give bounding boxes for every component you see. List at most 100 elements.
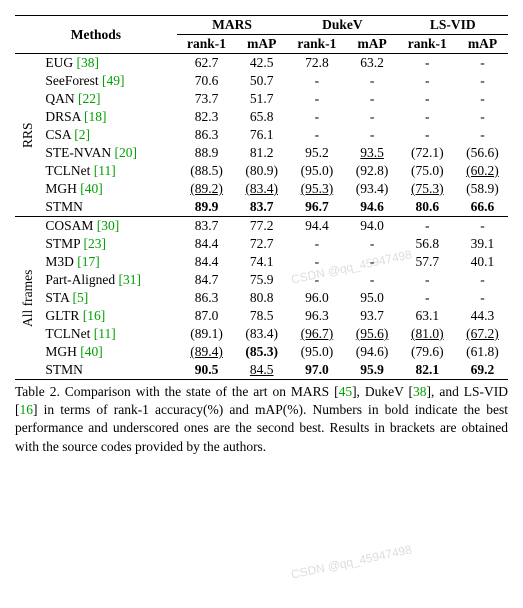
table-caption: Table 2. Comparison with the state of th… bbox=[15, 383, 508, 456]
value-cell: - bbox=[398, 108, 457, 126]
value-cell: 39.1 bbox=[457, 235, 508, 253]
citation: 16 bbox=[20, 402, 34, 417]
value-cell: - bbox=[347, 253, 398, 271]
col-header: rank-1 bbox=[398, 35, 457, 54]
value-cell: 42.5 bbox=[236, 54, 287, 73]
value-cell: (95.0) bbox=[287, 343, 346, 361]
value-cell: (67.2) bbox=[457, 325, 508, 343]
value-cell: 63.1 bbox=[398, 307, 457, 325]
value-cell: 62.7 bbox=[177, 54, 236, 73]
value-cell: 96.3 bbox=[287, 307, 346, 325]
value-cell: - bbox=[457, 72, 508, 90]
citation: [17] bbox=[77, 254, 100, 269]
citation: [18] bbox=[84, 109, 107, 124]
value-cell: (88.5) bbox=[177, 162, 236, 180]
value-cell: - bbox=[457, 90, 508, 108]
value-cell: - bbox=[347, 72, 398, 90]
col-header: rank-1 bbox=[287, 35, 346, 54]
value-cell: 73.7 bbox=[177, 90, 236, 108]
value-cell: - bbox=[457, 126, 508, 144]
value-cell: 93.5 bbox=[347, 144, 398, 162]
value-cell: (58.9) bbox=[457, 180, 508, 198]
value-cell: 72.7 bbox=[236, 235, 287, 253]
value-cell: 96.7 bbox=[287, 198, 346, 217]
value-cell: 80.6 bbox=[398, 198, 457, 217]
value-cell: 51.7 bbox=[236, 90, 287, 108]
value-cell: 96.0 bbox=[287, 289, 346, 307]
method-cell: CSA [2] bbox=[41, 126, 176, 144]
value-cell: - bbox=[398, 90, 457, 108]
table-row: Part-Aligned [31]84.775.9---- bbox=[15, 271, 508, 289]
value-cell: (92.8) bbox=[347, 162, 398, 180]
col-header: mAP bbox=[457, 35, 508, 54]
value-cell: - bbox=[457, 54, 508, 73]
value-cell: 87.0 bbox=[177, 307, 236, 325]
col-header: rank-1 bbox=[177, 35, 236, 54]
citation: [16] bbox=[83, 308, 106, 323]
method-cell: MGH [40] bbox=[41, 343, 176, 361]
value-cell: (93.4) bbox=[347, 180, 398, 198]
caption-label: Table 2. bbox=[15, 384, 60, 399]
method-cell: GLTR [16] bbox=[41, 307, 176, 325]
value-cell: 82.1 bbox=[398, 361, 457, 380]
value-cell: 84.7 bbox=[177, 271, 236, 289]
value-cell: (95.6) bbox=[347, 325, 398, 343]
value-cell: - bbox=[457, 271, 508, 289]
value-cell: (61.8) bbox=[457, 343, 508, 361]
value-cell: - bbox=[347, 108, 398, 126]
value-cell: - bbox=[398, 126, 457, 144]
method-cell: STE-NVAN [20] bbox=[41, 144, 176, 162]
value-cell: (83.4) bbox=[236, 325, 287, 343]
value-cell: - bbox=[287, 72, 346, 90]
method-cell: TCLNet [11] bbox=[41, 162, 176, 180]
results-table: Methods MARS DukeV LS-VID rank-1 mAP ran… bbox=[15, 15, 508, 380]
value-cell: - bbox=[287, 271, 346, 289]
value-cell: 81.2 bbox=[236, 144, 287, 162]
citation: [30] bbox=[97, 218, 120, 233]
value-cell: 95.9 bbox=[347, 361, 398, 380]
value-cell: (85.3) bbox=[236, 343, 287, 361]
table-row: TCLNet [11](89.1)(83.4)(96.7)(95.6)(81.0… bbox=[15, 325, 508, 343]
value-cell: (95.0) bbox=[287, 162, 346, 180]
table-row: STA [5]86.380.896.095.0-- bbox=[15, 289, 508, 307]
value-cell: (72.1) bbox=[398, 144, 457, 162]
table-row: MGH [40](89.4)(85.3)(95.0)(94.6)(79.6)(6… bbox=[15, 343, 508, 361]
method-cell: DRSA [18] bbox=[41, 108, 176, 126]
value-cell: 50.7 bbox=[236, 72, 287, 90]
value-cell: 63.2 bbox=[347, 54, 398, 73]
value-cell: - bbox=[287, 90, 346, 108]
value-cell: 93.7 bbox=[347, 307, 398, 325]
value-cell: 86.3 bbox=[177, 126, 236, 144]
value-cell: - bbox=[287, 108, 346, 126]
value-cell: 94.6 bbox=[347, 198, 398, 217]
table-row: STMN89.983.796.794.680.666.6 bbox=[15, 198, 508, 217]
table-row: All framesCOSAM [30]83.777.294.494.0-- bbox=[15, 217, 508, 236]
table-row: SeeForest [49]70.650.7---- bbox=[15, 72, 508, 90]
table-row: MGH [40](89.2)(83.4)(95.3)(93.4)(75.3)(5… bbox=[15, 180, 508, 198]
value-cell: 80.8 bbox=[236, 289, 287, 307]
value-cell: 83.7 bbox=[236, 198, 287, 217]
method-cell: QAN [22] bbox=[41, 90, 176, 108]
value-cell: (60.2) bbox=[457, 162, 508, 180]
value-cell: - bbox=[347, 235, 398, 253]
method-cell: STMN bbox=[41, 361, 176, 380]
table-row: TCLNet [11](88.5)(80.9)(95.0)(92.8)(75.0… bbox=[15, 162, 508, 180]
method-cell: EUG [38] bbox=[41, 54, 176, 73]
value-cell: (83.4) bbox=[236, 180, 287, 198]
value-cell: (80.9) bbox=[236, 162, 287, 180]
value-cell: 89.9 bbox=[177, 198, 236, 217]
value-cell: 66.6 bbox=[457, 198, 508, 217]
citation: [11] bbox=[94, 163, 116, 178]
value-cell: 84.4 bbox=[177, 235, 236, 253]
value-cell: 97.0 bbox=[287, 361, 346, 380]
value-cell: - bbox=[287, 253, 346, 271]
value-cell: (89.2) bbox=[177, 180, 236, 198]
value-cell: - bbox=[398, 54, 457, 73]
table-row: M3D [17]84.474.1--57.740.1 bbox=[15, 253, 508, 271]
value-cell: 76.1 bbox=[236, 126, 287, 144]
value-cell: 44.3 bbox=[457, 307, 508, 325]
table-row: STE-NVAN [20]88.981.295.293.5(72.1)(56.6… bbox=[15, 144, 508, 162]
value-cell: - bbox=[347, 271, 398, 289]
citation: [23] bbox=[84, 236, 107, 251]
value-cell: - bbox=[347, 126, 398, 144]
